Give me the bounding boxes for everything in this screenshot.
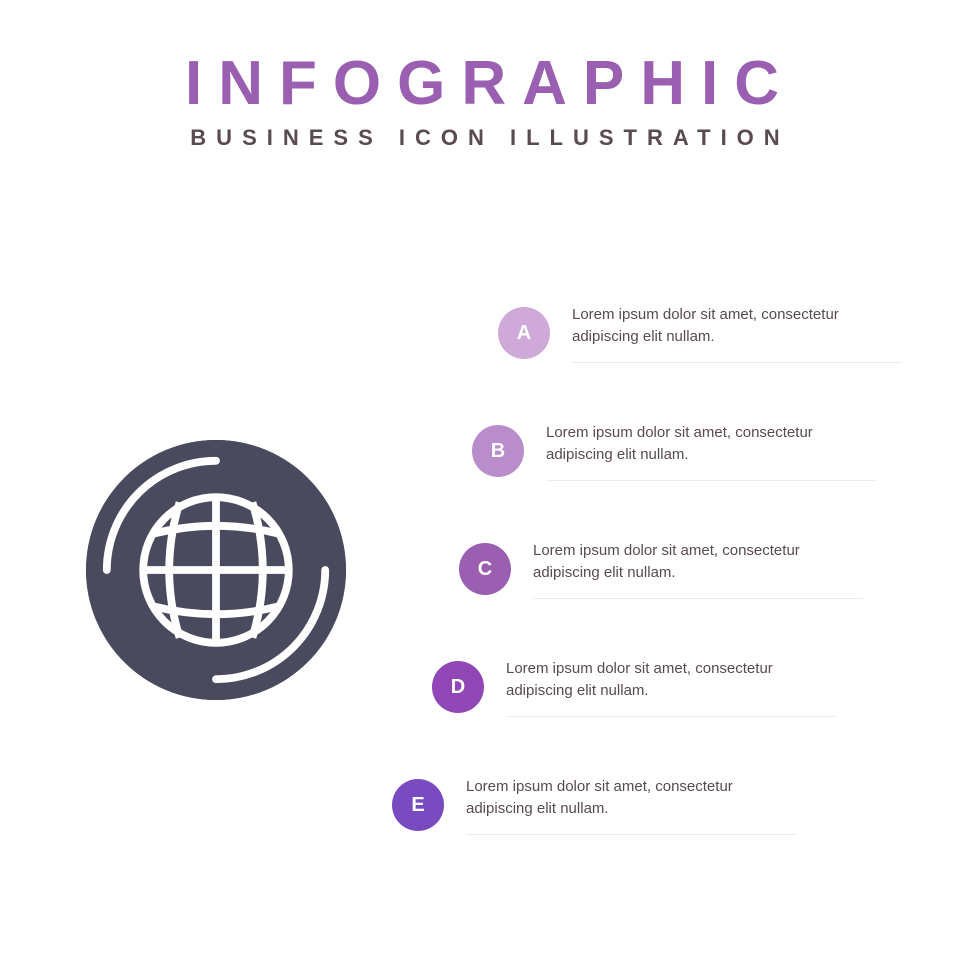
step-e: E Lorem ipsum dolor sit amet, consectetu… [392,776,796,835]
step-text-d: Lorem ipsum dolor sit amet, consectetur … [506,658,836,717]
step-badge-c: C [459,543,511,595]
header: INFOGRAPHIC BUSINESS ICON ILLUSTRATION [0,0,980,151]
step-d: D Lorem ipsum dolor sit amet, consectetu… [432,658,836,717]
main-content: A Lorem ipsum dolor sit amet, consectetu… [0,300,980,940]
step-badge-b: B [472,425,524,477]
step-badge-d: D [432,661,484,713]
step-text-b: Lorem ipsum dolor sit amet, consectetur … [546,422,876,481]
step-text-a: Lorem ipsum dolor sit amet, consectetur … [572,304,902,363]
step-badge-a: A [498,307,550,359]
page-subtitle: BUSINESS ICON ILLUSTRATION [0,125,980,151]
step-c: C Lorem ipsum dolor sit amet, consectetu… [459,540,863,599]
step-text-e: Lorem ipsum dolor sit amet, consectetur … [466,776,796,835]
step-text-c: Lorem ipsum dolor sit amet, consectetur … [533,540,863,599]
step-b: B Lorem ipsum dolor sit amet, consectetu… [472,422,876,481]
step-badge-e: E [392,779,444,831]
page-title: INFOGRAPHIC [0,48,980,119]
step-a: A Lorem ipsum dolor sit amet, consectetu… [498,304,902,363]
globe-icon [86,440,346,700]
